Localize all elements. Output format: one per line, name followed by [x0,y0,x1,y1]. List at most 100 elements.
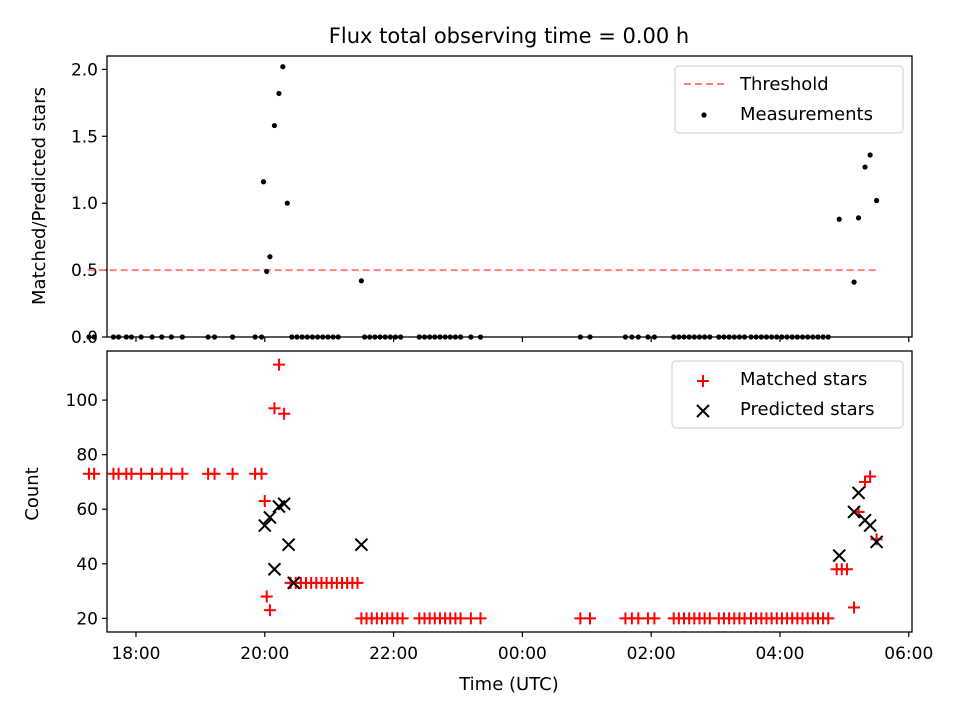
measurements-legend-label: Measurements [740,104,873,125]
measurement-point [294,334,300,340]
measurement-point [299,334,305,340]
measurement-point [427,334,433,340]
measurement-point [622,334,629,340]
threshold-legend-label: Threshold [739,74,829,95]
matched-legend-label: Matched stars [740,369,867,390]
measurement-point [696,334,703,340]
measurement-point [86,334,92,340]
matched-star-point [165,467,178,480]
bottom-y-axis-label: Count [22,467,43,520]
measurement-point [304,334,310,340]
matched-star-point [848,601,861,614]
matched-star-point [351,576,364,589]
measurement-point [681,334,687,340]
top-legend: Threshold Measurements [674,65,904,134]
bottom-ytick-label: 20 [76,609,98,629]
bottom-ytick-label: 100 [66,391,98,411]
measurement-point [716,334,722,340]
measurement-point [128,334,135,340]
measurement-point [138,334,144,340]
bottom-xtick-label: 22:00 [369,644,418,664]
measurements-legend-marker [701,112,707,118]
measurement-point [862,164,868,170]
measurement-point [726,334,732,340]
measurement-point [271,122,278,129]
matched-star-point [88,467,101,480]
matched-star-point [858,475,871,488]
measurement-point [836,216,842,222]
measurement-point [267,254,273,260]
measurement-point [258,334,265,340]
measurement-point [702,334,708,340]
bottom-panel: 20 40 60 80 100 18:00 20:00 22:00 00:00 02:00 04:… [22,350,933,695]
measurement-point [362,334,368,340]
measurement-point [741,334,748,340]
measurement-point [358,278,364,284]
measurement-point [421,334,428,340]
measurement-point [110,334,117,340]
matched-legend-marker [697,375,709,387]
measurement-point [825,334,831,340]
top-ytick-label: 0.5 [71,261,98,281]
measurement-point [330,334,336,340]
measurement-point [779,334,785,340]
measurement-point [452,334,459,340]
measurement-point [377,334,383,340]
matched-star-point [272,358,285,371]
bottom-xtick-label: 04:00 [755,644,804,664]
measurement-point [805,334,811,340]
bottom-xtick-label: 20:00 [240,644,289,664]
measurement-point [855,215,862,221]
bottom-xtick-label: 00:00 [498,644,547,664]
predicted-star-point [863,518,877,533]
measurement-point [335,334,341,340]
measurement-point [387,334,393,340]
measurement-point [325,334,331,340]
measurement-point [645,334,651,340]
bottom-legend: Matched stars Predicted stars [671,360,904,429]
measurement-point [149,334,155,340]
top-ytick-label: 1.0 [71,194,98,214]
matched-star-point [263,604,276,617]
measurement-point [309,334,316,340]
measurement-point [676,334,682,340]
matched-star-point [260,590,273,603]
bottom-ytick-label: 80 [76,446,98,466]
measurement-point [851,279,857,285]
predicted-star-point [851,486,866,500]
measurement-point [252,334,258,340]
measurement-point [769,334,775,340]
matched-star-point [208,467,221,480]
matched-star-point [278,407,291,420]
top-panel: 0.00.51.01.52.0 Matched/Predicted stars … [29,55,913,348]
measurement-point [276,90,282,97]
predicted-star-point [847,505,861,519]
measurement-point [260,179,267,185]
predicted-star-point [258,518,272,533]
measurement-point [115,334,122,340]
matched-star-point [864,470,877,483]
measurement-point [314,334,321,340]
measurement-point [794,334,800,340]
chart-title: Flux total observing time = 0.00 h [329,24,689,48]
predicted-star-point [281,537,296,552]
matched-star-point [396,612,409,625]
measurement-point [774,334,780,340]
measurement-point [320,334,326,340]
bottom-xtick-label: 06:00 [884,644,933,664]
measurement-point [468,334,474,340]
measurement-point [587,334,593,340]
top-legend-frame [674,65,904,134]
measurement-point [691,334,697,340]
measurement-point [416,334,422,340]
matched-star-point [258,495,271,508]
measurement-point [873,197,880,204]
measurement-point [211,334,218,340]
measurement-point [123,334,129,340]
bottom-ytick-label: 60 [76,500,98,520]
predicted-legend-marker [696,404,710,418]
matched-star-point [135,467,148,480]
measurement-point [432,334,438,340]
